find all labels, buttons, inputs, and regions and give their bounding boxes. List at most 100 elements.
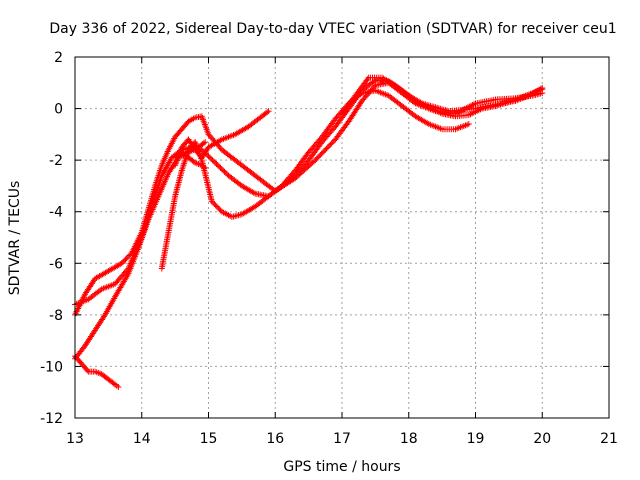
series-marker-trail [220, 147, 244, 168]
series-marker-trail [149, 174, 165, 206]
series-marker-trail [165, 195, 178, 234]
series-marker-trail [387, 93, 404, 108]
x-tick-label: 19 [467, 431, 485, 447]
series-marker-trail [152, 164, 165, 188]
series-marker-trail [93, 268, 110, 281]
series-marker-trail [454, 121, 471, 132]
series-marker-trail [73, 297, 90, 307]
series-marker-trail [210, 199, 224, 214]
series-sat-h [339, 74, 546, 117]
series-marker-trail [393, 83, 411, 98]
series-marker-trail [360, 78, 377, 93]
series-marker-trail [240, 183, 257, 196]
x-axis-label: GPS time / hours [283, 459, 400, 475]
series-marker-trail [346, 99, 365, 123]
series-marker-trail [407, 93, 424, 106]
series-marker-trail [240, 204, 257, 217]
data-point [539, 84, 546, 91]
y-tick-label: 0 [54, 102, 63, 118]
series-marker-trail [380, 75, 397, 88]
series-marker-trail [100, 281, 117, 292]
series-marker-trail [400, 104, 417, 119]
series-marker-trail [353, 76, 371, 98]
series-marker-trail [119, 251, 134, 265]
series-marker-trail [173, 127, 184, 139]
series-marker-trail [227, 173, 244, 188]
series-marker-trail [306, 135, 324, 155]
series-marker-trail [220, 132, 237, 142]
series-marker-trail [260, 109, 271, 119]
grid [75, 57, 609, 418]
x-tick-label: 18 [400, 431, 418, 447]
series-marker-trail [230, 211, 244, 220]
series-marker-trail [346, 89, 364, 111]
series-marker-trail [260, 178, 277, 193]
series-marker-trail [193, 113, 204, 121]
y-tick-label: 2 [54, 50, 63, 66]
series-marker-trail [233, 124, 251, 137]
series-marker-trail [83, 328, 98, 348]
series-sat-b [72, 87, 472, 308]
series-marker-trail [247, 114, 264, 129]
data-point [265, 108, 272, 115]
series-marker-trail [313, 137, 338, 162]
x-tick-label: 20 [533, 431, 551, 447]
y-tick-label: -4 [49, 205, 63, 221]
series-marker-trail [180, 150, 191, 160]
series-marker-trail [159, 156, 174, 177]
data-point [118, 260, 125, 267]
series-marker-trail [113, 266, 131, 286]
series-marker-trail [320, 125, 338, 144]
y-tick-label: -8 [49, 308, 63, 324]
series-marker-trail [474, 96, 497, 107]
series-marker-trail [87, 368, 97, 375]
x-tick-label: 16 [266, 431, 284, 447]
series-marker-trail [340, 94, 358, 116]
series-marker-trail [293, 150, 311, 172]
series-marker-trail [172, 169, 185, 198]
x-tick-label: 14 [133, 431, 151, 447]
series-marker-trail [102, 295, 118, 317]
chart-title: Day 336 of 2022, Sidereal Day-to-day VTE… [49, 21, 616, 37]
series-marker-trail [159, 148, 171, 167]
series-sat-c [72, 139, 209, 362]
series-marker-trail [240, 163, 264, 183]
series-marker-trail [320, 117, 338, 139]
series-marker-trail [213, 161, 231, 178]
series-marker-trail [199, 114, 211, 136]
data-point [212, 159, 219, 166]
series-marker-trail [427, 121, 444, 132]
series-marker-trail [106, 377, 117, 387]
series-marker-trail [112, 272, 131, 299]
series-marker-trail [293, 158, 311, 178]
y-tick-label: -6 [49, 256, 63, 272]
data-point [115, 384, 122, 391]
series-marker-trail [93, 369, 104, 377]
x-tick-label: 15 [200, 431, 218, 447]
series-marker-trail [146, 194, 161, 221]
series-marker-trail [187, 115, 197, 124]
series-marker-trail [196, 140, 207, 150]
series-marker-trail [186, 137, 198, 152]
series-marker-trail [413, 114, 431, 127]
series-marker-trail [136, 218, 151, 250]
series-marker-trail [206, 137, 224, 150]
series-marker-trail [106, 261, 124, 274]
series-marker-trail [253, 194, 271, 209]
y-tick-label: -2 [49, 153, 63, 169]
y-tick-label: -10 [40, 359, 63, 375]
data-point [312, 157, 319, 164]
series-marker-trail [333, 107, 351, 129]
series-marker-trail [333, 119, 351, 142]
series-marker-trail [280, 173, 297, 188]
series-marker-trail [100, 372, 111, 382]
series-marker-trail [166, 135, 178, 152]
series-sat-d [72, 353, 122, 391]
y-axis-label: SDTVAR / TECUs [7, 181, 23, 296]
series-marker-trail [126, 246, 141, 275]
data-points [72, 74, 546, 391]
series-marker-trail [220, 209, 234, 220]
y-tick-label: -12 [40, 411, 63, 427]
